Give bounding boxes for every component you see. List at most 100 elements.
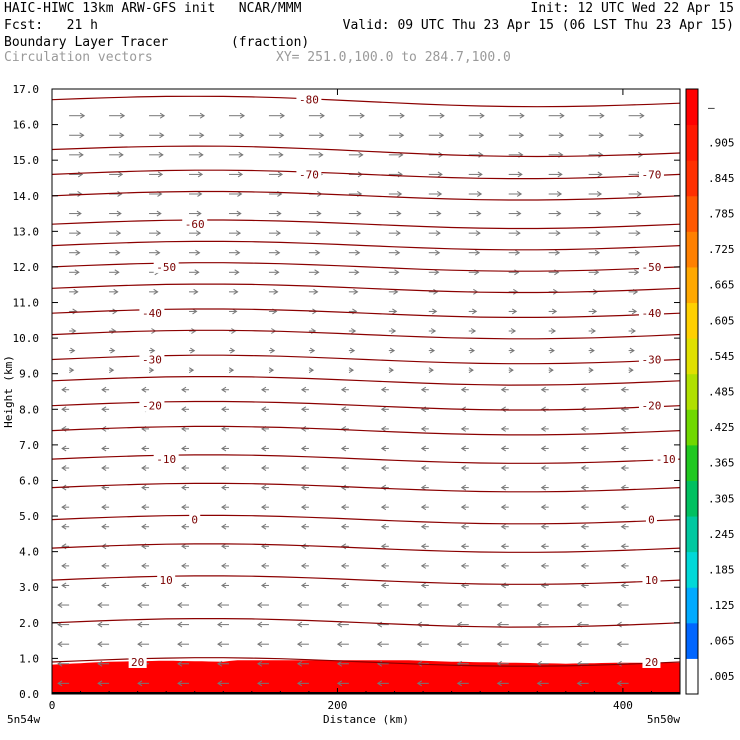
vector-head <box>620 504 626 511</box>
vector-head <box>257 641 263 648</box>
isotherm-line <box>51 482 681 493</box>
vector-head <box>356 210 362 217</box>
colorbar-label: .725 <box>708 243 735 256</box>
vector-head <box>141 484 147 491</box>
vector-head <box>97 621 103 628</box>
contour-label: -70 <box>642 168 662 181</box>
vector-head <box>420 582 427 589</box>
vector-head <box>416 680 423 687</box>
vector-head <box>380 445 387 452</box>
vector-head <box>517 171 523 178</box>
colorbar-swatch <box>686 302 698 339</box>
vector-head <box>78 151 84 158</box>
y-tick-label: 16.0 <box>13 119 40 132</box>
vector-head <box>76 230 82 237</box>
vector-head <box>300 562 307 569</box>
isotherm-line <box>51 575 681 585</box>
vector-head <box>470 328 477 334</box>
vector-head <box>261 582 267 589</box>
vector-head <box>428 367 434 374</box>
vector-head <box>141 523 147 530</box>
vector-head <box>156 210 162 217</box>
vector-head <box>257 660 263 667</box>
vector-head <box>261 523 267 530</box>
vector-head <box>340 582 347 589</box>
vector-head <box>376 641 383 648</box>
vector-head <box>181 504 187 511</box>
vector-head <box>181 582 187 589</box>
vector-head <box>460 504 467 511</box>
vector-head <box>257 680 263 687</box>
vector-head <box>221 386 227 393</box>
vector-head <box>460 386 467 393</box>
isotherm-line <box>51 190 681 201</box>
contour-label: -20 <box>142 400 162 413</box>
colorbar-swatch <box>686 160 698 197</box>
isotherm-line <box>51 219 681 230</box>
y-tick-label: 11.0 <box>13 297 40 310</box>
vector-head <box>420 386 427 393</box>
vector-head <box>61 562 67 569</box>
contour-label: -70 <box>299 168 319 181</box>
vector-head <box>616 660 622 667</box>
vector-head <box>596 191 603 197</box>
vector-head <box>69 367 75 374</box>
contour-label-bg <box>645 513 657 526</box>
vector-head <box>416 641 423 648</box>
vector-head <box>197 171 204 178</box>
vector-head <box>420 504 427 511</box>
vector-head <box>177 602 183 608</box>
vector-head <box>460 562 467 569</box>
vector-head <box>536 641 542 648</box>
vector-head <box>101 562 107 569</box>
vector-head <box>239 132 245 139</box>
vector-head <box>61 504 67 511</box>
vector-head <box>101 523 107 530</box>
vector-head <box>300 523 307 530</box>
vector-head <box>191 328 197 334</box>
vector-head <box>380 504 387 511</box>
vector-head <box>513 288 519 295</box>
vector-head <box>217 641 223 648</box>
vector-head <box>359 132 365 139</box>
vector-head <box>399 112 405 119</box>
y-tick-label: 4.0 <box>19 546 39 559</box>
vector-head <box>340 445 347 452</box>
contour-label: -40 <box>142 307 162 320</box>
x-tick-label: 400 <box>613 699 633 712</box>
vector-head <box>150 347 156 354</box>
vector-head <box>558 132 565 139</box>
vector-head <box>438 132 445 139</box>
contour-label: -10 <box>656 453 676 466</box>
vector-head <box>496 680 502 687</box>
tracer-core <box>52 660 680 694</box>
vector-head <box>309 347 316 354</box>
colorbar-swatch <box>686 551 698 588</box>
vector-head <box>340 386 347 393</box>
isotherm-line <box>51 454 681 464</box>
vector-head <box>616 680 622 687</box>
vector-head <box>616 641 622 648</box>
vector-head <box>380 582 387 589</box>
vector-head <box>500 484 506 491</box>
contour-label: -20 <box>642 400 662 413</box>
vector-head <box>101 582 107 589</box>
x-axis-label: Distance (km) <box>323 713 409 726</box>
vector-head <box>261 562 267 569</box>
vector-head <box>580 445 586 452</box>
vector-head <box>195 249 201 256</box>
vector-head <box>236 210 242 217</box>
vector-head <box>389 347 396 354</box>
vector-head <box>516 210 522 217</box>
vector-head <box>315 249 321 256</box>
vector-head <box>591 308 598 315</box>
vector-head <box>355 249 361 256</box>
vector-head <box>274 269 280 276</box>
vector-head <box>355 230 361 237</box>
vector-head <box>554 249 561 256</box>
vector-head <box>97 660 103 667</box>
isotherm-line <box>51 240 681 251</box>
vector-head <box>396 210 402 217</box>
vector-head <box>61 582 67 589</box>
vector-head <box>101 406 107 413</box>
